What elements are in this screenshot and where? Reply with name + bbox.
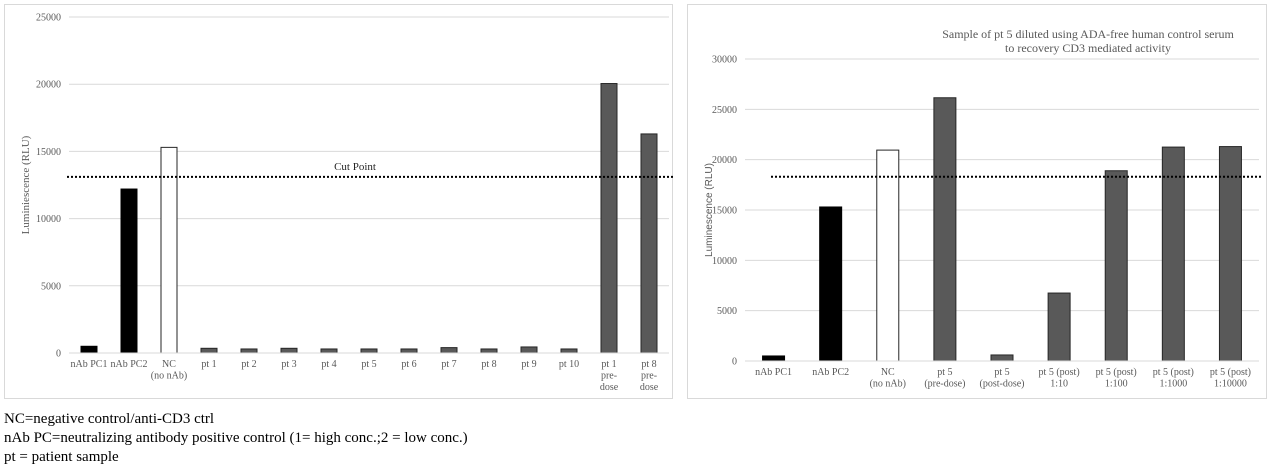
chart-title: to recovery CD3 mediated activity — [1005, 41, 1171, 55]
x-category-label: pt 4 — [321, 359, 336, 370]
bar — [1218, 146, 1242, 362]
x-category-label: pt 6 — [401, 359, 416, 370]
x-category-label: pt 5 — [937, 367, 952, 378]
x-category-label: nAb PC1 — [755, 367, 792, 378]
footnote-nab-pc: nAb PC=neutralizing antibody positive co… — [4, 430, 468, 446]
y-tick-label: 15000 — [712, 206, 737, 217]
bar — [933, 97, 957, 362]
cut-point-label: Cut Point — [334, 161, 376, 173]
footnote-nc: NC=negative control/anti-CD3 ctrl — [4, 411, 215, 427]
x-category-label: nAb PC2 — [111, 359, 148, 370]
bar — [360, 348, 378, 354]
bar — [520, 346, 538, 354]
x-category-label: pt 5 (post) — [1096, 367, 1137, 378]
x-category-label: pt 5 (post) — [1210, 367, 1251, 378]
x-category-label: nAb PC1 — [71, 359, 108, 370]
bar — [120, 188, 138, 354]
bar — [1161, 146, 1185, 362]
y-tick-label: 30000 — [712, 55, 737, 66]
x-category-label: 1:10 — [1050, 379, 1068, 390]
x-category-label: NC — [162, 359, 176, 370]
x-category-label: pre- — [641, 371, 657, 382]
x-category-label: pt 7 — [441, 359, 456, 370]
footnotes: NC=negative control/anti-CD3 ctrl nAb PC… — [4, 410, 468, 467]
chart-left: 0 5000 10000 15000 20000 25000 Luminiescence (… — [20, 13, 674, 393]
x-category-label: pt 1 — [201, 359, 216, 370]
y-tick-label: 10000 — [712, 256, 737, 267]
x-category-label: pt 5 — [361, 359, 376, 370]
bar — [320, 348, 338, 354]
x-category-label: (no nAb) — [151, 371, 187, 382]
x-category-label: 1:10000 — [1214, 379, 1247, 390]
chart-right: 0 5000 10000 15000 20000 25000 30000 Luminescen… — [704, 27, 1263, 390]
x-category-label: (pre-dose) — [924, 379, 965, 390]
footnote-pt: pt = patient sample — [4, 449, 119, 465]
bar — [876, 149, 900, 362]
bar — [280, 347, 298, 354]
x-category-label: (post-dose) — [980, 379, 1025, 390]
bar — [160, 146, 178, 354]
y-tick-label: 20000 — [712, 155, 737, 166]
bar — [440, 347, 458, 354]
x-category-label: pt 1 — [601, 359, 616, 370]
x-category-label: 1:100 — [1105, 379, 1128, 390]
bar — [640, 133, 658, 354]
bar — [200, 347, 218, 354]
x-category-label: pre- — [601, 371, 617, 382]
x-category-label: dose — [600, 382, 619, 393]
x-category-label: NC — [881, 367, 895, 378]
bar — [990, 354, 1014, 362]
x-category-label: pt 8 — [641, 359, 656, 370]
bar — [80, 345, 98, 354]
x-category-label: pt 9 — [521, 359, 536, 370]
y-axis-label: Luminiescence (RLU) — [20, 135, 32, 234]
y-tick-label: 0 — [732, 357, 737, 368]
x-category-label: pt 5 (post) — [1039, 367, 1080, 378]
y-tick-label: 5000 — [41, 281, 61, 292]
bar — [560, 348, 578, 354]
x-category-label: nAb PC2 — [812, 367, 849, 378]
x-category-label: pt 8 — [481, 359, 496, 370]
bar — [819, 206, 843, 362]
y-tick-label: 0 — [56, 349, 61, 360]
bar — [762, 355, 786, 362]
y-tick-label: 15000 — [36, 147, 61, 158]
y-tick-label: 25000 — [36, 13, 61, 24]
y-tick-label: 25000 — [712, 105, 737, 116]
x-category-label: pt 5 — [994, 367, 1009, 378]
bar — [1047, 292, 1071, 362]
bar — [480, 348, 498, 354]
chart-right-panel: 0 5000 10000 15000 20000 25000 30000 Luminescen… — [687, 4, 1267, 399]
bar — [1104, 170, 1128, 362]
y-tick-label: 5000 — [717, 306, 737, 317]
bar — [400, 348, 418, 354]
y-tick-label: 10000 — [36, 214, 61, 225]
x-category-label: pt 3 — [281, 359, 296, 370]
bar — [240, 348, 258, 354]
x-category-label: (no nAb) — [870, 379, 906, 390]
bar — [600, 83, 618, 354]
x-category-label: pt 5 (post) — [1153, 367, 1194, 378]
x-category-label: pt 10 — [559, 359, 579, 370]
y-tick-label: 20000 — [36, 80, 61, 91]
chart-left-panel: 0 5000 10000 15000 20000 25000 Luminiescence (… — [4, 4, 674, 399]
x-category-label: 1:1000 — [1159, 379, 1187, 390]
x-category-label: dose — [640, 382, 659, 393]
x-category-label: pt 2 — [241, 359, 256, 370]
chart-title: Sample of pt 5 diluted using ADA-free hu… — [942, 27, 1234, 41]
y-axis-label: Luminescence (RLU) — [704, 163, 715, 257]
